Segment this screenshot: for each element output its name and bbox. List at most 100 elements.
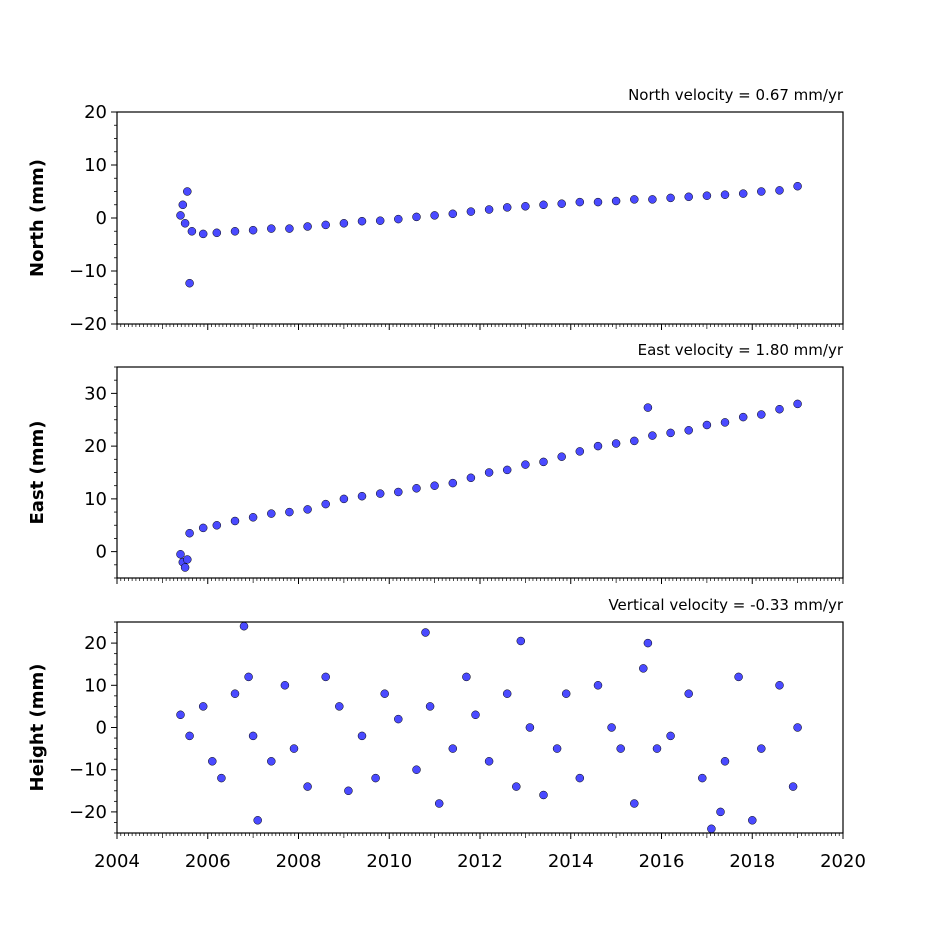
data-point [371, 773, 380, 783]
data-point [539, 200, 548, 210]
data-point [303, 222, 312, 231]
data-point [616, 744, 625, 753]
data-point [643, 638, 653, 648]
north-panel: North velocity = 0.67 mm/yr North (mm) −20… [27, 86, 844, 335]
data-point [285, 507, 294, 517]
data-point [412, 484, 421, 493]
data-point [716, 807, 725, 817]
data-point [557, 199, 566, 208]
data-point [430, 481, 439, 490]
data-point [525, 723, 535, 732]
data-point [239, 621, 249, 631]
data-point [321, 499, 330, 509]
data-point [421, 628, 430, 637]
data-point [212, 521, 222, 530]
y-tick-label: 30 [84, 383, 107, 404]
data-point [289, 744, 299, 753]
data-point [757, 187, 766, 196]
data-point [607, 723, 616, 732]
data-point [462, 672, 471, 682]
data-point [176, 211, 185, 220]
data-point [267, 509, 276, 518]
data-point [180, 219, 190, 228]
height-y-axis-label: Height (mm) [27, 664, 48, 792]
y-tick-label: −20 [69, 314, 107, 335]
data-point [208, 757, 217, 766]
data-point [466, 473, 476, 483]
data-point [775, 186, 784, 195]
x-tick-label: 2014 [548, 851, 594, 872]
data-point [183, 555, 192, 564]
data-point [666, 731, 675, 741]
data-point [339, 219, 349, 228]
height-velocity-annotation: Vertical velocity = -0.33 mm/yr [608, 596, 843, 614]
data-point [394, 214, 403, 224]
y-tick-label: 20 [84, 633, 107, 654]
data-point [198, 229, 208, 239]
data-point [593, 681, 603, 690]
data-point [611, 439, 621, 448]
data-point [267, 757, 276, 766]
north-y-axis-label: North (mm) [27, 159, 48, 277]
data-point [180, 563, 190, 572]
data-point [321, 672, 330, 682]
y-tick-label: 10 [84, 489, 107, 510]
data-point [230, 516, 240, 526]
y-tick-label: 20 [84, 102, 107, 123]
data-point [248, 225, 258, 235]
data-point [285, 224, 294, 233]
data-point [734, 672, 743, 682]
data-point [230, 689, 240, 698]
data-point [702, 191, 712, 200]
data-point [357, 491, 367, 501]
data-point [321, 220, 330, 230]
data-point [630, 195, 639, 204]
data-point [267, 224, 276, 233]
data-point [502, 465, 512, 475]
data-point [630, 436, 639, 446]
data-point [183, 187, 192, 196]
data-point [466, 207, 476, 216]
data-point [652, 744, 662, 753]
data-point [788, 782, 798, 791]
data-point [176, 550, 185, 559]
data-point [344, 786, 353, 796]
data-point [793, 723, 802, 732]
y-tick-label: −20 [69, 802, 107, 823]
east-y-axis-label: East (mm) [27, 421, 48, 525]
x-tick-label: 2004 [94, 851, 140, 872]
data-point [412, 765, 421, 774]
data-point [720, 757, 730, 766]
height-markers [176, 621, 802, 834]
data-point [198, 702, 208, 711]
data-point [412, 212, 421, 222]
data-point [448, 209, 458, 219]
x-tick-label: 2016 [639, 851, 685, 872]
data-point [516, 636, 526, 646]
data-point [793, 181, 802, 191]
x-tick-label: 2012 [457, 851, 503, 872]
data-point [575, 773, 585, 783]
y-tick-label: 0 [96, 208, 107, 229]
data-point [648, 431, 657, 440]
data-point [684, 192, 693, 202]
data-point [666, 428, 675, 438]
data-point [720, 190, 730, 199]
east-markers [176, 399, 802, 572]
data-point [611, 196, 621, 206]
data-point [178, 200, 188, 210]
data-point [357, 216, 367, 226]
data-point [448, 478, 458, 488]
data-point [575, 447, 585, 456]
data-point [335, 702, 344, 711]
data-point [253, 816, 262, 825]
y-tick-label: 0 [96, 542, 107, 563]
data-point [434, 799, 444, 808]
height-plot-frame [116, 621, 844, 834]
data-point [484, 205, 494, 214]
data-point [539, 457, 548, 467]
data-point [185, 731, 194, 741]
x-tick-label: 2020 [820, 851, 866, 872]
data-point [561, 689, 571, 698]
